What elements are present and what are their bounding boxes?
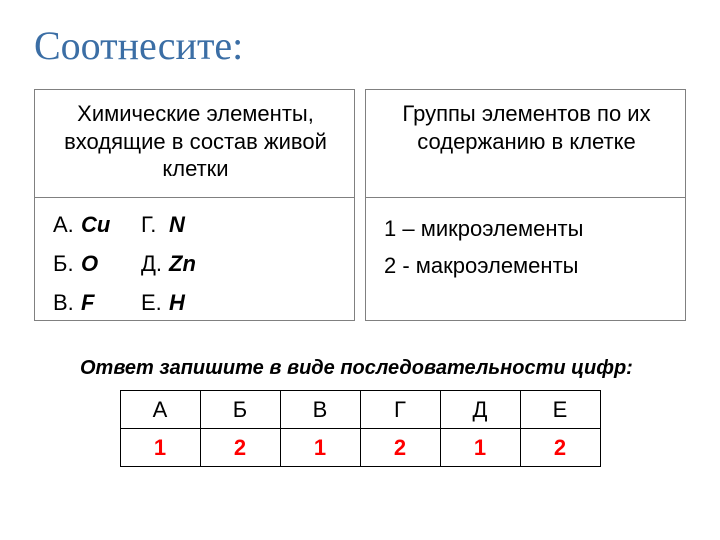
group-item: 1 – микроэлементы xyxy=(384,212,669,245)
answer-val: 2 xyxy=(200,429,280,467)
columns: Химические элементы, входящие в состав ж… xyxy=(34,89,686,321)
right-card: Группы элементов по их содержанию в клет… xyxy=(365,89,686,321)
left-body-cell: А. Cu Г. N Б. O Д. Zn В. F Е. H xyxy=(35,198,354,320)
answer-col: А xyxy=(120,391,200,429)
elem-symbol: N xyxy=(169,208,229,241)
left-header: Химические элементы, входящие в состав ж… xyxy=(53,100,338,183)
answer-val: 2 xyxy=(360,429,440,467)
elem-symbol: Cu xyxy=(81,208,141,241)
answer-header-row: А Б В Г Д Е xyxy=(120,391,600,429)
elem-symbol: H xyxy=(169,286,229,319)
answer-val: 2 xyxy=(520,429,600,467)
answer-col: Д xyxy=(440,391,520,429)
elem-label: А. xyxy=(53,208,81,241)
elem-symbol: Zn xyxy=(169,247,229,280)
right-header-cell: Группы элементов по их содержанию в клет… xyxy=(366,90,685,198)
elem-label: Б. xyxy=(53,247,81,280)
right-header: Группы элементов по их содержанию в клет… xyxy=(384,100,669,155)
answer-table: А Б В Г Д Е 1 2 1 2 1 2 xyxy=(120,390,601,467)
left-header-cell: Химические элементы, входящие в состав ж… xyxy=(35,90,354,198)
answer-hint: Ответ запишите в виде последовательности… xyxy=(80,357,686,380)
answer-col: Е xyxy=(520,391,600,429)
group-item: 2 - макроэлементы xyxy=(384,249,669,282)
answer-val: 1 xyxy=(280,429,360,467)
answer-col: В xyxy=(280,391,360,429)
right-body-cell: 1 – микроэлементы 2 - макроэлементы xyxy=(366,198,685,320)
slide: Соотнесите: Химические элементы, входящи… xyxy=(0,0,720,540)
answer-val: 1 xyxy=(440,429,520,467)
elem-label: Г. xyxy=(141,208,169,241)
elem-label: В. xyxy=(53,286,81,319)
elem-symbol: O xyxy=(81,247,141,280)
answer-col: Г xyxy=(360,391,440,429)
answer-val: 1 xyxy=(120,429,200,467)
left-card: Химические элементы, входящие в состав ж… xyxy=(34,89,355,321)
page-title: Соотнесите: xyxy=(34,22,686,69)
elem-symbol: F xyxy=(81,286,141,319)
answer-value-row: 1 2 1 2 1 2 xyxy=(120,429,600,467)
element-grid: А. Cu Г. N Б. O Д. Zn В. F Е. H xyxy=(53,208,338,319)
elem-label: Е. xyxy=(141,286,169,319)
elem-label: Д. xyxy=(141,247,169,280)
answer-col: Б xyxy=(200,391,280,429)
